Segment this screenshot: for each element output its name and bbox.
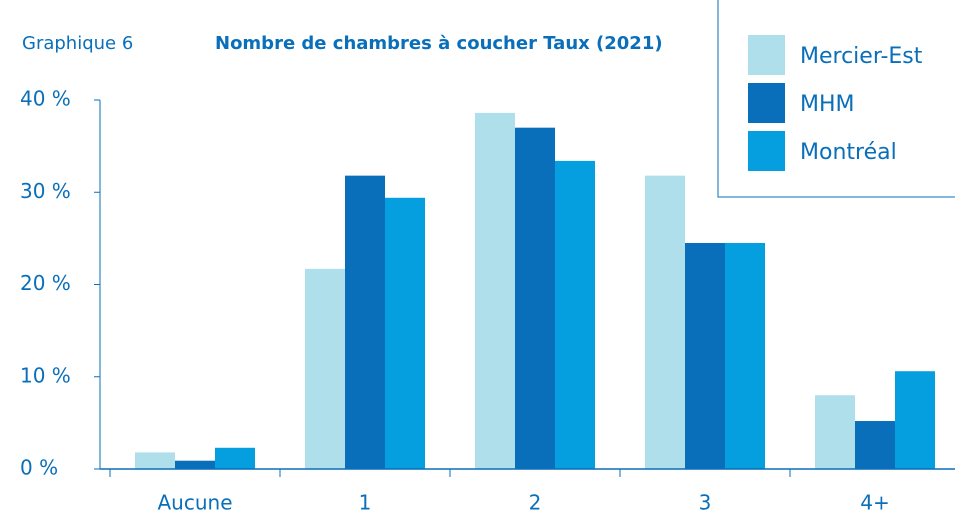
x-tick-label: 1 [359,491,372,515]
bar [175,460,215,469]
bar [685,242,725,469]
bar [345,175,385,469]
legend-swatch [748,131,785,171]
bar [895,371,935,469]
bar [385,197,425,469]
legend-label: Montréal [800,140,897,165]
bar [645,175,685,469]
x-tick-label: 3 [699,491,712,515]
y-tick-label: 40 % [20,87,71,111]
bar [305,268,345,469]
bar [475,112,515,469]
legend-label: MHM [800,92,855,117]
chart-label: Graphique 6 [22,33,133,54]
bar [725,242,765,469]
y-tick-label: 30 % [20,179,71,203]
y-tick-label: 0 % [20,456,58,480]
x-tick-label: Aucune [157,491,232,515]
x-tick-label: 4+ [860,491,889,515]
y-tick-label: 20 % [20,271,71,295]
bar [855,421,895,469]
y-tick-label: 10 % [20,363,71,387]
legend-swatch [748,35,785,75]
chart-title: Nombre de chambres à coucher Taux (2021) [215,33,663,54]
x-tick-label: 2 [529,491,542,515]
bar [215,447,255,469]
bar [815,395,855,469]
bar [135,452,175,469]
bar [515,127,555,470]
bar [555,160,595,469]
legend-label: Mercier-Est [800,44,923,69]
legend-swatch [748,83,785,123]
